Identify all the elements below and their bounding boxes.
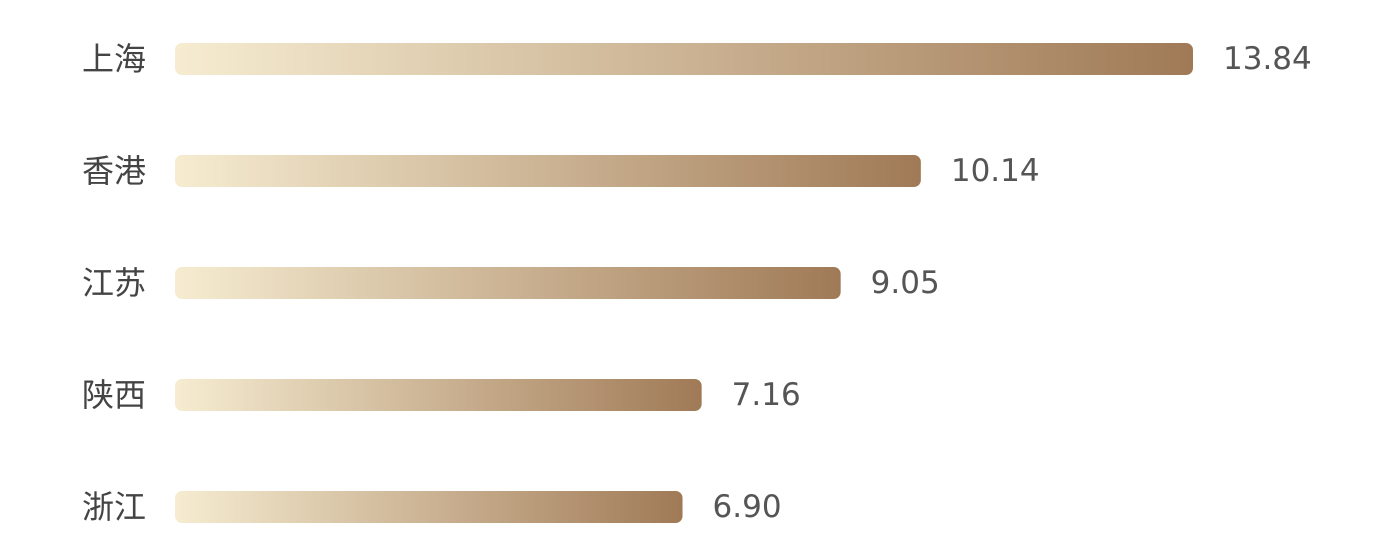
value-label: 6.90 — [713, 489, 782, 525]
bar — [175, 43, 1193, 75]
value-label: 10.14 — [951, 153, 1040, 189]
category-label: 陕西 — [82, 376, 146, 414]
category-label: 香港 — [82, 152, 146, 190]
bar — [175, 267, 841, 299]
value-label: 7.16 — [732, 377, 801, 413]
category-label: 浙江 — [82, 488, 146, 526]
bar — [175, 379, 702, 411]
category-label: 江苏 — [82, 264, 146, 302]
value-label: 9.05 — [871, 265, 940, 301]
bar — [175, 155, 921, 187]
category-label: 上海 — [82, 40, 146, 78]
bar — [175, 491, 683, 523]
value-label: 13.84 — [1223, 41, 1312, 77]
